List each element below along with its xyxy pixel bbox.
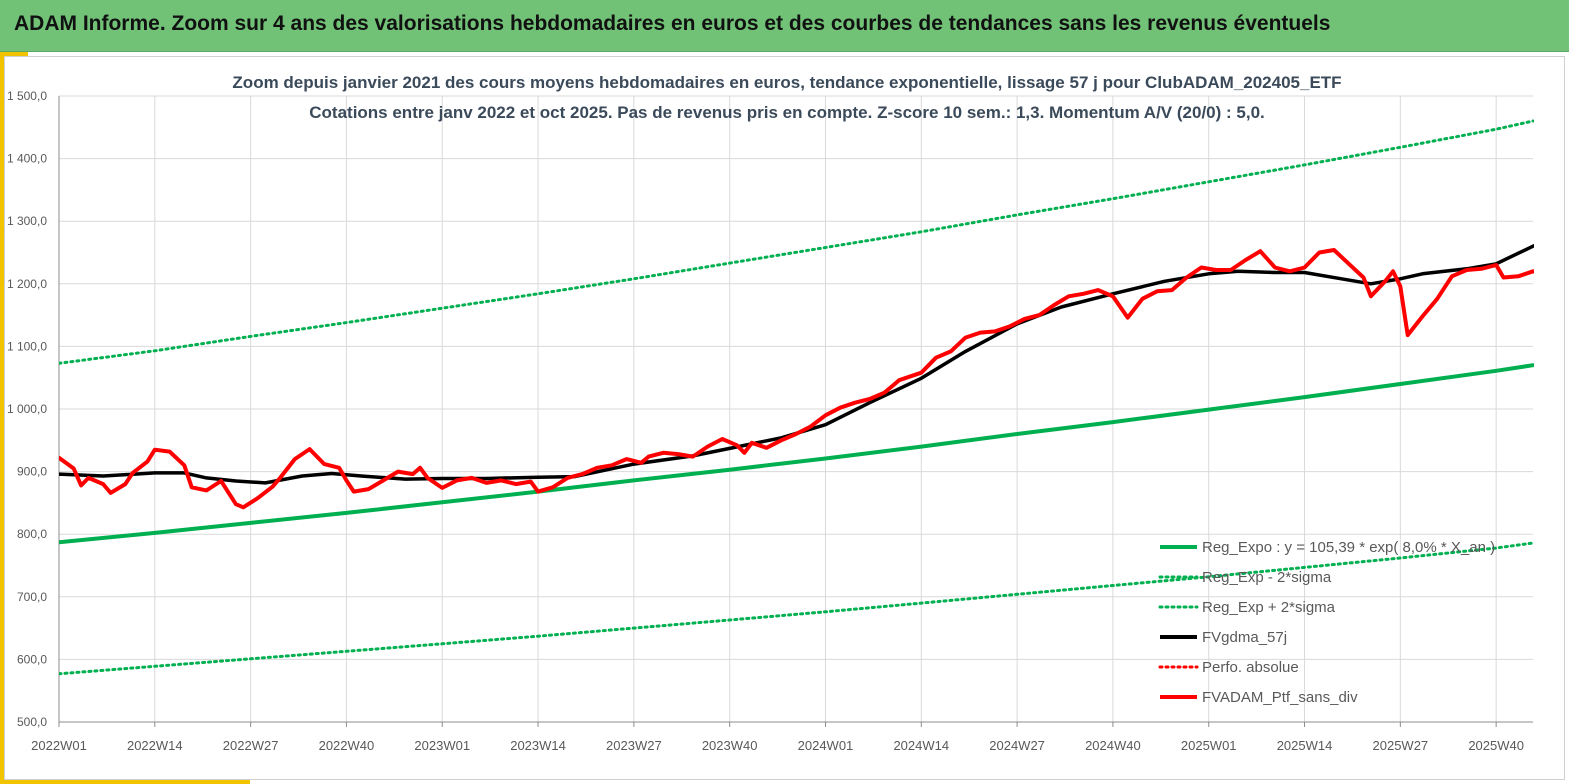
y-tick-label: 900,0 (17, 465, 47, 479)
x-tick-label: 2022W01 (31, 738, 87, 753)
x-tick-label: 2025W01 (1181, 738, 1237, 753)
accent-strip-left (0, 52, 5, 784)
axis-layer: 500,0 600,0 700,0 800,0 900,0 1 000,0 1 100,0 1… (7, 89, 1533, 753)
y-tick-label: 1 400,0 (7, 152, 47, 166)
series-line-5 (59, 248, 1534, 510)
x-tick-label: 2023W01 (414, 738, 470, 753)
x-tick-label: 2025W14 (1277, 738, 1333, 753)
legend-label: FVgdma_57j (1202, 629, 1287, 646)
y-tick-label: 500,0 (17, 715, 47, 729)
x-tick-label: 2024W01 (798, 738, 854, 753)
x-tick-label: 2024W40 (1085, 738, 1141, 753)
legend-label: Perfo. absolue (1202, 659, 1299, 676)
x-tick-label: 2023W27 (606, 738, 662, 753)
series-line-3 (59, 243, 1534, 485)
y-tick-label: 1 300,0 (7, 214, 47, 228)
x-tick-label: 2024W27 (989, 738, 1045, 753)
x-tick-label: 2022W27 (223, 738, 279, 753)
y-tick-label: 1 000,0 (7, 402, 47, 416)
x-tick-label: 2023W40 (702, 738, 758, 753)
legend: Reg_Expo : y = 105,39 * exp( 8,0% * X_an… (1158, 539, 1495, 706)
x-tick-label: 2025W27 (1373, 738, 1429, 753)
x-tick-label: 2025W40 (1468, 738, 1524, 753)
header-banner: ADAM Informe. Zoom sur 4 ans des valoris… (0, 0, 1569, 52)
series-line-1 (59, 541, 1534, 676)
series-layer (59, 119, 1534, 676)
y-tick-label: 1 200,0 (7, 277, 47, 291)
legend-label: Reg_Expo : y = 105,39 * exp( 8,0% * X_an… (1202, 539, 1495, 556)
x-tick-label: 2022W40 (319, 738, 375, 753)
series-line-0 (59, 363, 1534, 545)
x-tick-label: 2024W14 (893, 738, 949, 753)
page-title: ADAM Informe. Zoom sur 4 ans des valoris… (14, 12, 1331, 35)
y-tick-label: 700,0 (17, 590, 47, 604)
y-tick-label: 1 100,0 (7, 339, 47, 353)
x-tick-label: 2023W14 (510, 738, 566, 753)
accent-strip-bottom (0, 779, 250, 784)
accent-strip-top-left (0, 52, 28, 57)
chart-subtitle: Cotations entre janv 2022 et oct 2025. P… (309, 103, 1265, 122)
legend-label: Reg_Exp - 2*sigma (1202, 569, 1332, 586)
chart-title: Zoom depuis janvier 2021 des cours moyen… (232, 73, 1341, 92)
y-tick-label: 600,0 (17, 652, 47, 666)
y-tick-label: 800,0 (17, 527, 47, 541)
y-tick-label: 1 500,0 (7, 89, 47, 103)
legend-label: FVADAM_Ptf_sans_div (1202, 689, 1358, 706)
grid-layer (58, 95, 1533, 723)
series-line-2 (59, 119, 1534, 365)
x-tick-label: 2022W14 (127, 738, 183, 753)
legend-label: Reg_Exp + 2*sigma (1202, 599, 1336, 616)
